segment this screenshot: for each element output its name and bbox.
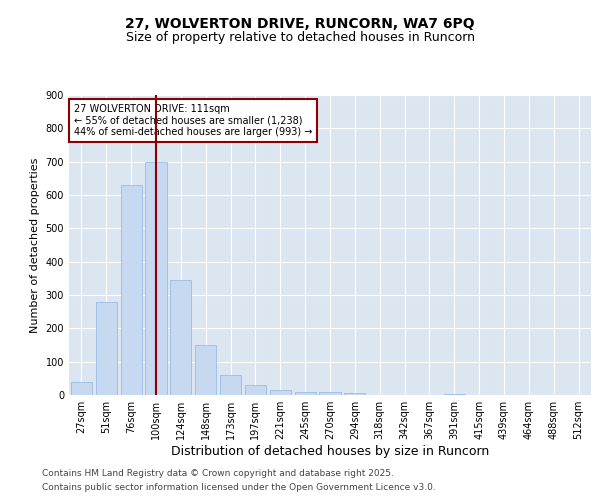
Bar	[245, 385, 266, 395]
X-axis label: Distribution of detached houses by size in Runcorn: Distribution of detached houses by size …	[171, 445, 489, 458]
Bar	[145, 162, 167, 395]
Bar	[270, 390, 291, 395]
Text: 27 WOLVERTON DRIVE: 111sqm
← 55% of detached houses are smaller (1,238)
44% of s: 27 WOLVERTON DRIVE: 111sqm ← 55% of deta…	[74, 104, 313, 137]
Bar	[220, 375, 241, 395]
Bar	[295, 392, 316, 395]
Bar	[170, 280, 191, 395]
Text: Size of property relative to detached houses in Runcorn: Size of property relative to detached ho…	[125, 31, 475, 44]
Text: Contains HM Land Registry data © Crown copyright and database right 2025.: Contains HM Land Registry data © Crown c…	[42, 468, 394, 477]
Bar	[71, 382, 92, 395]
Text: 27, WOLVERTON DRIVE, RUNCORN, WA7 6PQ: 27, WOLVERTON DRIVE, RUNCORN, WA7 6PQ	[125, 18, 475, 32]
Bar	[444, 394, 465, 395]
Bar	[121, 185, 142, 395]
Bar	[319, 392, 341, 395]
Text: Contains public sector information licensed under the Open Government Licence v3: Contains public sector information licen…	[42, 484, 436, 492]
Bar	[344, 394, 365, 395]
Y-axis label: Number of detached properties: Number of detached properties	[30, 158, 40, 332]
Bar	[195, 345, 216, 395]
Bar	[96, 302, 117, 395]
